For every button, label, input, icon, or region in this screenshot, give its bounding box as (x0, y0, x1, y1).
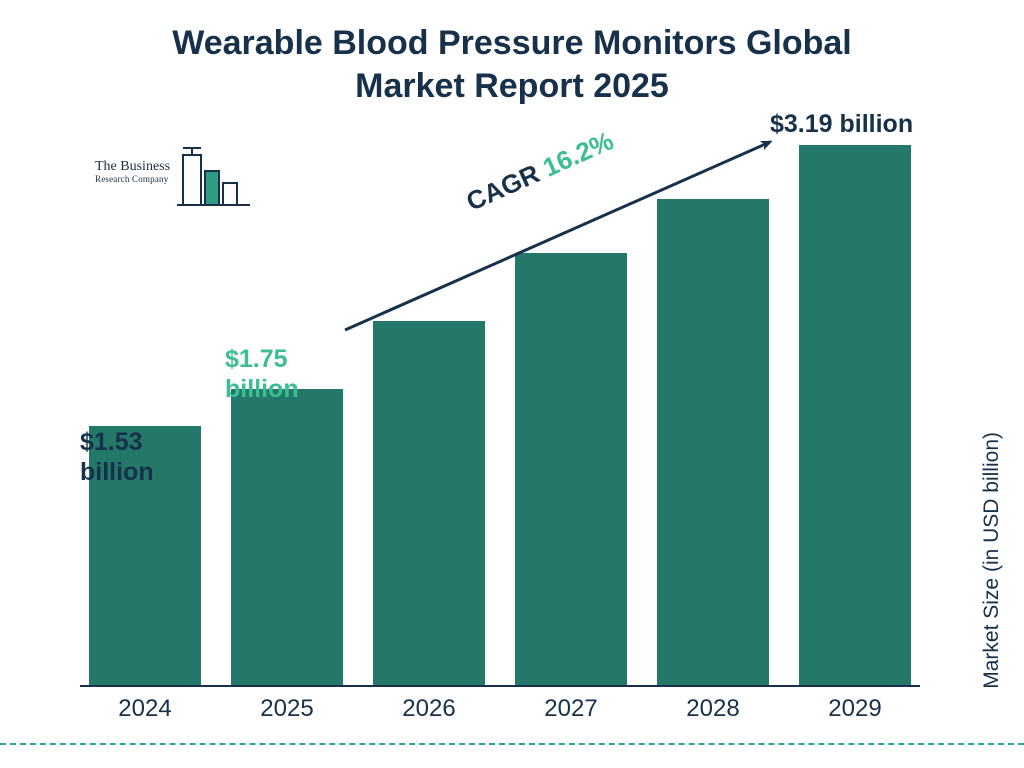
bar-value-label: $1.75 billion (225, 344, 299, 404)
title-line-1: Wearable Blood Pressure Monitors Global (172, 24, 852, 62)
x-axis-tick-label: 2025 (231, 695, 343, 723)
x-axis-tick-label: 2026 (373, 695, 485, 723)
bottom-dashed-separator (0, 743, 1024, 745)
chart-canvas: Wearable Blood Pressure Monitors Global … (0, 0, 1024, 768)
bar (799, 145, 911, 685)
logo-line-1: The Business (95, 160, 170, 175)
bar (373, 321, 485, 685)
title-line-2: Market Report 2025 (355, 67, 669, 105)
x-axis-tick-label: 2027 (515, 695, 627, 723)
bar (515, 253, 627, 685)
x-axis-tick-label: 2029 (799, 695, 911, 723)
bar (657, 199, 769, 685)
bar-value-label: $1.53 billion (80, 427, 154, 487)
chart-title: Wearable Blood Pressure Monitors Global … (0, 22, 1024, 107)
company-logo-text: The Business Research Company (95, 160, 170, 184)
logo-line-2: Research Company (95, 175, 170, 184)
cagr-value: 16.2% (538, 125, 618, 182)
cagr-prefix: CAGR (461, 155, 550, 216)
bar (231, 389, 343, 685)
x-axis-tick-label: 2024 (89, 695, 201, 723)
cagr-label: CAGR 16.2% (461, 125, 618, 217)
x-axis-baseline (80, 685, 920, 687)
y-axis-label: Market Size (in USD billion) (980, 432, 1004, 689)
x-axis-tick-label: 2028 (657, 695, 769, 723)
bar-value-label: $3.19 billion (770, 109, 913, 139)
